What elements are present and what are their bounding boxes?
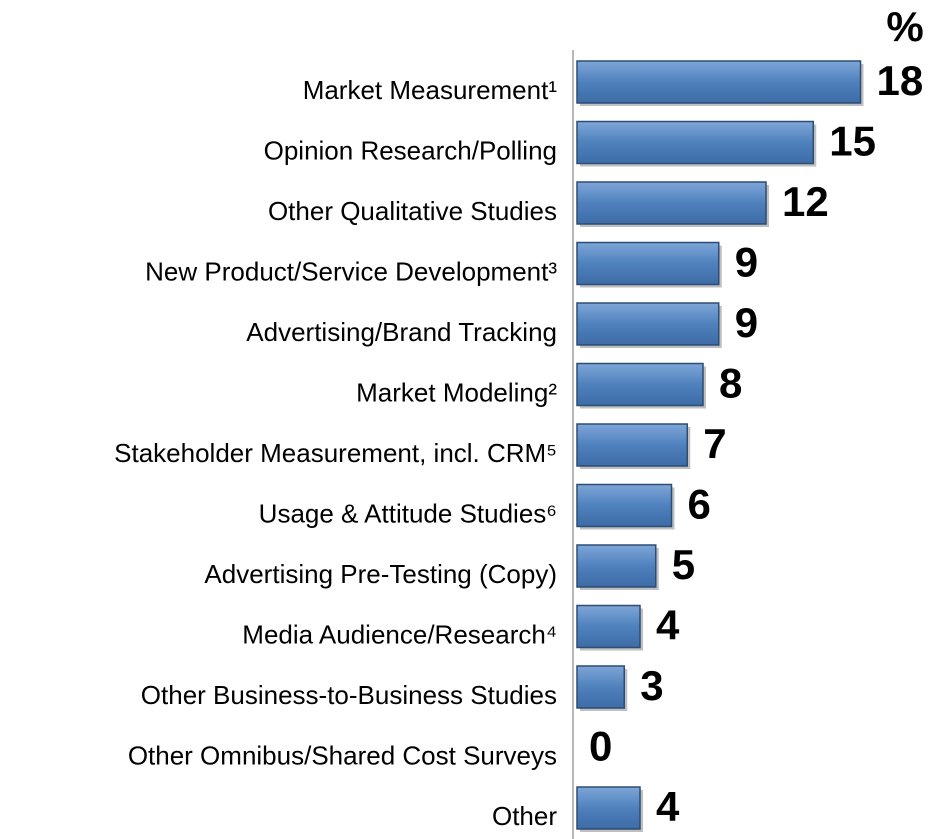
bar	[576, 423, 688, 467]
value-label: 8	[719, 360, 742, 407]
category-label: Usage & Attitude Studies⁶	[259, 498, 557, 528]
bar	[576, 786, 641, 830]
category-label: Stakeholder Measurement, incl. CRM⁵	[114, 438, 557, 468]
bar	[576, 181, 767, 225]
bar	[576, 483, 673, 528]
value-label: 3	[640, 662, 663, 709]
value-label: 15	[829, 118, 876, 165]
unit-label: %	[886, 3, 923, 50]
bar	[576, 120, 814, 165]
value-label: 9	[735, 239, 758, 286]
value-label: 12	[782, 178, 829, 225]
bar	[576, 544, 657, 588]
category-label: Other Omnibus/Shared Cost Surveys	[128, 740, 557, 770]
category-label: Other	[492, 801, 557, 831]
bar	[576, 604, 641, 649]
value-label: 18	[877, 57, 924, 104]
category-label: Advertising Pre-Testing (Copy)	[204, 559, 557, 589]
bar	[576, 665, 625, 709]
value-label: 4	[656, 602, 680, 649]
bar	[576, 362, 704, 407]
category-label: Other Business-to-Business Studies	[141, 680, 557, 710]
category-label: Opinion Research/Polling	[264, 135, 557, 165]
value-label: 9	[735, 299, 758, 346]
value-label: 4	[656, 783, 680, 830]
bar	[576, 60, 862, 104]
category-label: Advertising/Brand Tracking	[246, 317, 557, 347]
category-label: Market Modeling²	[356, 377, 557, 407]
value-label: 6	[688, 481, 711, 528]
category-label: Media Audience/Research⁴	[242, 619, 557, 649]
value-label: 7	[703, 420, 726, 467]
bar	[576, 241, 720, 286]
value-label: 5	[672, 541, 695, 588]
bar	[576, 302, 720, 346]
category-label: New Product/Service Development³	[145, 256, 557, 286]
category-label: Market Measurement¹	[303, 75, 558, 105]
category-label: Other Qualitative Studies	[268, 196, 557, 226]
value-label: 0	[589, 723, 612, 770]
